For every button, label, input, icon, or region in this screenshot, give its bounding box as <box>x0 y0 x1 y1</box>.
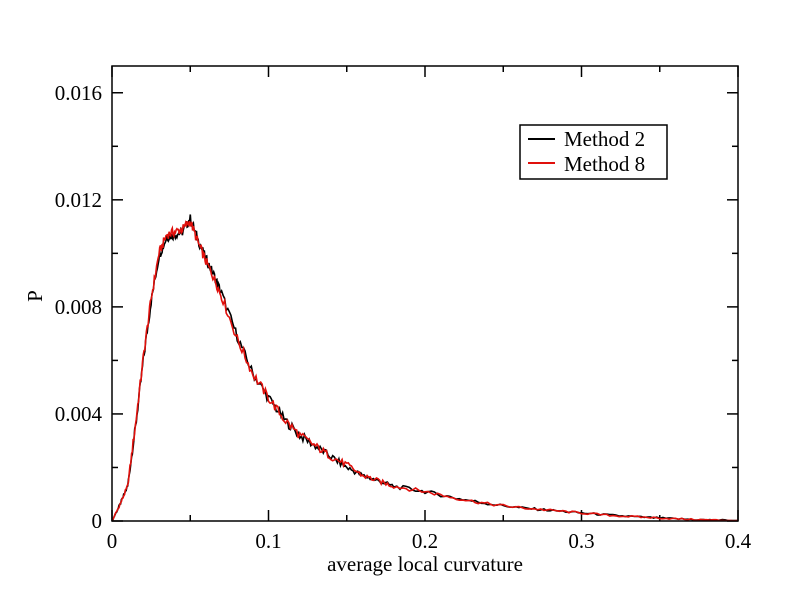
x-axis-label: average local curvature <box>327 552 523 576</box>
y-tick-label: 0.016 <box>55 81 102 105</box>
x-tick-label: 0.2 <box>412 529 438 553</box>
legend-box <box>519 124 668 180</box>
legend: Method 2 Method 8 <box>519 124 668 180</box>
tick-labels: 0 0.1 0.2 0.3 0.4 0 0.004 0.008 0.012 0.016 <box>55 81 752 553</box>
x-tick-label: 0.1 <box>255 529 281 553</box>
x-tick-label: 0.4 <box>725 529 752 553</box>
y-tick-label: 0.008 <box>55 295 102 319</box>
plot-frame <box>111 65 739 522</box>
y-tick-label: 0.012 <box>55 188 102 212</box>
y-tick-label: 0 <box>92 509 103 533</box>
series-line-method-8 <box>111 219 739 522</box>
y-axis-label: P <box>23 290 47 302</box>
series-line-method-2 <box>111 214 739 522</box>
series-lines <box>111 214 739 522</box>
x-tick-label: 0 <box>107 529 118 553</box>
y-tick-label: 0.004 <box>55 402 103 426</box>
legend-label-method-8: Method 8 <box>564 152 645 176</box>
x-tick-label: 0.3 <box>568 529 594 553</box>
legend-label-method-2: Method 2 <box>564 127 645 151</box>
